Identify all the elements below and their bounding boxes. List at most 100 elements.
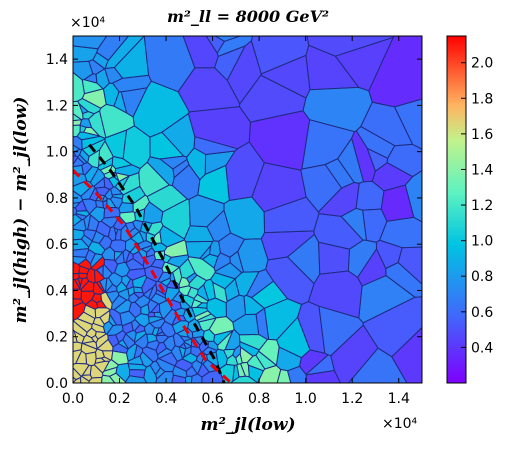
- voronoi-cell: [115, 172, 132, 183]
- y-tick-label: 0.2: [46, 330, 68, 346]
- colorbar-tick-label: 1.4: [471, 162, 493, 178]
- voronoi-cell: [122, 248, 131, 264]
- voronoi-cells: [73, 36, 422, 383]
- voronoi-cell: [73, 207, 78, 217]
- y-tick-label: 1.4: [46, 52, 68, 68]
- voronoi-cell: [79, 118, 93, 129]
- voronoi-cell: [124, 375, 148, 383]
- voronoi-cell: [149, 318, 166, 329]
- voronoi-cell: [114, 164, 141, 177]
- voronoi-cell: [142, 346, 159, 363]
- voronoi-cell: [90, 334, 99, 344]
- voronoi-cell: [190, 298, 204, 309]
- voronoi-cell: [258, 338, 280, 367]
- colorbar-tick-label: 0.6: [471, 305, 493, 321]
- voronoi-cell: [134, 313, 150, 328]
- y-tick-label: 1.0: [46, 145, 68, 161]
- voronoi-cell: [155, 331, 167, 337]
- voronoi-cell: [88, 59, 106, 75]
- voronoi-cell: [251, 162, 307, 213]
- y-axis-ticks: 0.0 0.2 0.4 0.6 0.8 1.0 1.2 1.4: [46, 52, 422, 392]
- voronoi-cell: [245, 268, 275, 299]
- voronoi-cell: [132, 274, 148, 289]
- voronoi-cell: [73, 320, 88, 338]
- voronoi-cell: [351, 130, 376, 183]
- voronoi-cell: [205, 36, 226, 54]
- voronoi-cell: [362, 208, 388, 243]
- y-tick-label: 1.2: [46, 98, 68, 114]
- voronoi-cell: [178, 276, 190, 289]
- voronoi-cell: [360, 101, 414, 147]
- voronoi-cell: [87, 214, 100, 232]
- voronoi-cell: [125, 343, 138, 362]
- voronoi-cell: [214, 45, 247, 82]
- voronoi-cell: [155, 341, 168, 356]
- voronoi-cell: [132, 219, 144, 233]
- voronoi-cell: [133, 329, 147, 344]
- x-axis-ticks: 0.0 0.2 0.4 0.6 0.8 1.0 1.2 1.4: [62, 36, 410, 407]
- voronoi-cell: [209, 240, 221, 258]
- plot-frame: [72, 35, 423, 384]
- voronoi-cell: [80, 234, 93, 248]
- voronoi-cell: [128, 301, 142, 319]
- voronoi-cell: [330, 324, 379, 383]
- voronoi-cell: [100, 356, 112, 362]
- voronoi-cell: [90, 253, 104, 269]
- voronoi-cell: [184, 375, 193, 383]
- voronoi-cell: [190, 345, 202, 358]
- voronoi-cell: [172, 158, 190, 179]
- voronoi-cell: [334, 36, 395, 92]
- x-axis-label: m²_jl(low): [200, 415, 295, 435]
- voronoi-cell: [179, 342, 187, 350]
- voronoi-cell: [172, 365, 188, 379]
- x-tick-label: 0.8: [248, 391, 270, 407]
- voronoi-cell: [366, 147, 389, 173]
- y-tick-label: 0.6: [46, 237, 68, 253]
- voronoi-cell: [138, 161, 171, 197]
- voronoi-cell: [96, 299, 108, 309]
- voronoi-cell: [85, 351, 97, 367]
- voronoi-cell: [391, 326, 422, 383]
- voronoi-cell: [166, 254, 190, 268]
- voronoi-cell: [75, 350, 88, 365]
- voronoi-cell: [99, 103, 135, 139]
- colorbar: [446, 35, 467, 384]
- voronoi-cell: [209, 272, 236, 290]
- x-multiplier: ×10⁴: [382, 416, 418, 432]
- x-tick-label: 0.0: [62, 391, 84, 407]
- x-tick-label: 1.4: [388, 391, 410, 407]
- chart-title: m²_ll = 8000 GeV²: [167, 7, 329, 26]
- voronoi-cell: [73, 71, 85, 103]
- voronoi-cell: [100, 215, 121, 229]
- voronoi-cell: [307, 270, 363, 319]
- voronoi-cell: [155, 367, 166, 380]
- voronoi-cell: [103, 176, 115, 190]
- colorbar-ticks: 0.4 0.6 0.8 1.0 1.2 1.4 1.6 1.8 2.0: [461, 56, 493, 356]
- voronoi-cell: [186, 286, 199, 300]
- voronoi-cell: [276, 368, 292, 383]
- voronoi-cell: [191, 359, 203, 375]
- voronoi-cell: [208, 316, 235, 336]
- voronoi-cell: [111, 193, 124, 200]
- y-tick-label: 0.8: [46, 191, 68, 207]
- colorbar-tick-label: 1.8: [471, 91, 493, 107]
- voronoi-cell: [109, 308, 123, 326]
- black-dashed-curve: [88, 143, 226, 383]
- voronoi-cell: [80, 375, 90, 383]
- x-tick-label: 0.6: [201, 391, 223, 407]
- voronoi-cell: [380, 184, 415, 222]
- voronoi-cell: [171, 320, 190, 334]
- colorbar-tick-label: 0.8: [471, 269, 493, 285]
- y-multiplier: ×10⁴: [70, 15, 106, 31]
- voronoi-cell: [73, 238, 90, 251]
- red-dashed-curve: [73, 169, 233, 383]
- y-tick-label: 0.0: [46, 376, 68, 392]
- colorbar-tick-label: 2.0: [471, 56, 493, 72]
- y-axis-label: m²_jl(high) − m²_jl(low): [11, 97, 31, 324]
- voronoi-cell: [101, 374, 116, 383]
- colorbar-tick-label: 1.2: [471, 198, 493, 214]
- x-tick-label: 1.0: [295, 391, 317, 407]
- colorbar-tick-label: 1.6: [471, 127, 493, 143]
- x-tick-label: 0.4: [155, 391, 177, 407]
